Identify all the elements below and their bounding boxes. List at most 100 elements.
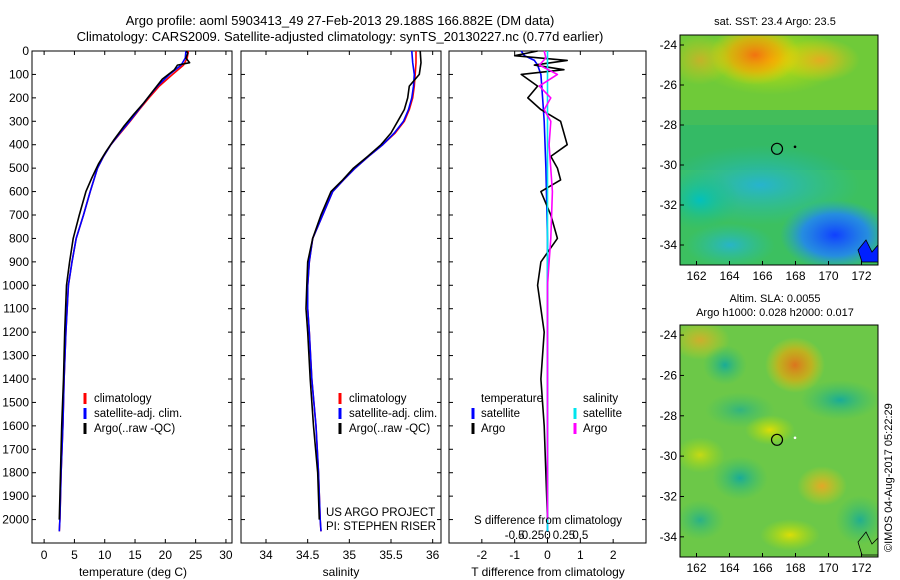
- x-tick-label: 36: [426, 548, 440, 562]
- x-tick-label: 35: [343, 548, 357, 562]
- plot-title-line2: Climatology: CARS2009. Satellite-adjuste…: [76, 29, 604, 44]
- legend-salinity-title: salinity: [583, 393, 618, 405]
- x-tick-label: 15: [128, 548, 142, 562]
- map-x-tick-label: 164: [719, 561, 739, 575]
- s-tick-label: -0.25: [518, 530, 544, 542]
- y-tick-label: 200: [9, 91, 29, 105]
- y-tick-label: 1200: [2, 325, 29, 339]
- y-tick-label: 1600: [2, 419, 29, 433]
- map-x-tick-label: 168: [785, 561, 805, 575]
- y-tick-label: 0: [22, 44, 29, 58]
- legend-climatology: climatology: [94, 393, 152, 405]
- x-tick-label: 34.5: [296, 548, 320, 562]
- map-x-tick-label: 170: [818, 561, 838, 575]
- x-tick-label: 35.5: [379, 548, 403, 562]
- y-tick-label: 1400: [2, 372, 29, 386]
- map-y-tick-label: -30: [660, 449, 678, 463]
- map-y-tick-label: -30: [660, 158, 678, 172]
- map-x-tick-label: 172: [851, 269, 871, 283]
- y-tick-label: 900: [9, 255, 29, 269]
- y-tick-label: 1300: [2, 349, 29, 363]
- y-tick-label: 300: [9, 114, 29, 128]
- island-dot: [793, 436, 797, 440]
- series-line-argo-raw-qc-: [58, 50, 191, 520]
- x-tick-label: 34: [259, 548, 273, 562]
- s-tick-label: 0.5: [572, 530, 588, 542]
- coastline-icon: [857, 239, 879, 263]
- map-x-tick-label: 162: [686, 561, 706, 575]
- x-tick-label: -1: [509, 548, 520, 562]
- legend-s-satellite: satellite: [583, 408, 622, 420]
- argo-position-marker: [770, 142, 784, 155]
- coastline-icon: [857, 531, 879, 556]
- temperature-xlabel: temperature (deg C): [79, 565, 187, 579]
- legend-satellite-adj: satellite-adj. clim.: [94, 408, 182, 420]
- series-line-argo-raw-qc-: [305, 50, 422, 520]
- map-y-tick-label: -32: [660, 489, 678, 503]
- x-tick-label: 2: [610, 548, 617, 562]
- legend-climatology: climatology: [349, 393, 407, 405]
- pi-annotation: PI: STEPHEN RISER: [326, 521, 436, 533]
- s-tick-label: 0.25: [553, 530, 575, 542]
- y-tick-label: 1900: [2, 489, 29, 503]
- legend-satellite-adj: satellite-adj. clim.: [349, 408, 437, 420]
- project-annotation: US ARGO PROJECT: [326, 507, 435, 519]
- y-tick-label: 700: [9, 208, 29, 222]
- x-tick-label: 30: [219, 548, 233, 562]
- salinity-legend: climatology satellite-adj. clim. Argo(..…: [338, 393, 437, 435]
- legend-t-argo: Argo: [481, 423, 505, 435]
- x-tick-label: -2: [476, 548, 487, 562]
- t-difference-label: T difference from climatology: [471, 565, 625, 579]
- temperature-panel: 0 5 10 15 20 25 300100200300400500600700800900…: [2, 44, 233, 579]
- map-y-tick-label: -26: [660, 368, 678, 382]
- imos-timestamp: ©IMOS 04-Aug-2017 05:22:29: [883, 403, 895, 552]
- map-y-tick-label: -24: [660, 328, 678, 342]
- difference-panel: -2 -1 0 1 2 -0.5-0.25 0 0.250.5 temperature sat…: [448, 50, 647, 579]
- x-tick-label: 1: [577, 548, 584, 562]
- sla-map-title: Altim. SLA: 0.0055: [729, 293, 820, 305]
- y-tick-label: 1000: [2, 278, 29, 292]
- y-tick-label: 600: [9, 185, 29, 199]
- argo-position-marker: [770, 433, 784, 446]
- island-dot: [793, 145, 797, 149]
- s-tick-label: -0.5: [505, 530, 525, 542]
- map-y-tick-label: -28: [660, 409, 678, 423]
- y-tick-label: 1700: [2, 442, 29, 456]
- y-tick-label: 2000: [2, 513, 29, 527]
- y-tick-label: 1100: [3, 302, 29, 316]
- x-tick-label: 0: [544, 548, 551, 562]
- map-y-tick-label: -34: [660, 530, 678, 544]
- difference-legend: temperature satellite Argo salinity sate…: [471, 393, 622, 435]
- y-tick-label: 100: [9, 67, 29, 81]
- legend-temperature-title: temperature: [481, 393, 543, 405]
- salinity-panel: 34 34.5 35 35.5 36 climatology satellite-adj…: [240, 50, 442, 579]
- map-x-tick-label: 162: [686, 269, 706, 283]
- map-y-tick-label: -32: [660, 198, 678, 212]
- map-y-tick-label: -24: [660, 38, 678, 52]
- y-tick-label: 500: [9, 161, 29, 175]
- x-tick-label: 25: [189, 548, 203, 562]
- sla-map: Altim. SLA: 0.0055 Argo h1000: 0.028 h20…: [660, 293, 879, 575]
- sst-map: sat. SST: 23.4 Argo: 23.5 162 164 166 168 17…: [660, 16, 879, 283]
- legend-s-argo: Argo: [583, 423, 607, 435]
- map-x-tick-label: 168: [785, 269, 805, 283]
- legend-t-satellite: satellite: [481, 408, 520, 420]
- y-tick-label: 1500: [2, 395, 29, 409]
- y-tick-label: 800: [9, 231, 29, 245]
- map-x-tick-label: 164: [719, 269, 739, 283]
- x-tick-label: 20: [159, 548, 173, 562]
- sst-map-title: sat. SST: 23.4 Argo: 23.5: [714, 16, 836, 28]
- series-line-s-argo: [538, 50, 559, 520]
- x-tick-label: 5: [71, 548, 78, 562]
- sla-map-subtitle: Argo h1000: 0.028 h2000: 0.017: [696, 307, 854, 319]
- map-y-tick-label: -34: [660, 238, 678, 252]
- temperature-legend: climatology satellite-adj. clim. Argo(..…: [83, 393, 182, 435]
- y-tick-label: 1800: [2, 466, 29, 480]
- map-y-tick-label: -26: [660, 78, 678, 92]
- map-x-tick-label: 166: [752, 269, 772, 283]
- y-tick-label: 400: [9, 138, 29, 152]
- x-tick-label: 10: [98, 548, 112, 562]
- map-y-tick-label: -28: [660, 118, 678, 132]
- series-line-t-argo: [513, 50, 569, 520]
